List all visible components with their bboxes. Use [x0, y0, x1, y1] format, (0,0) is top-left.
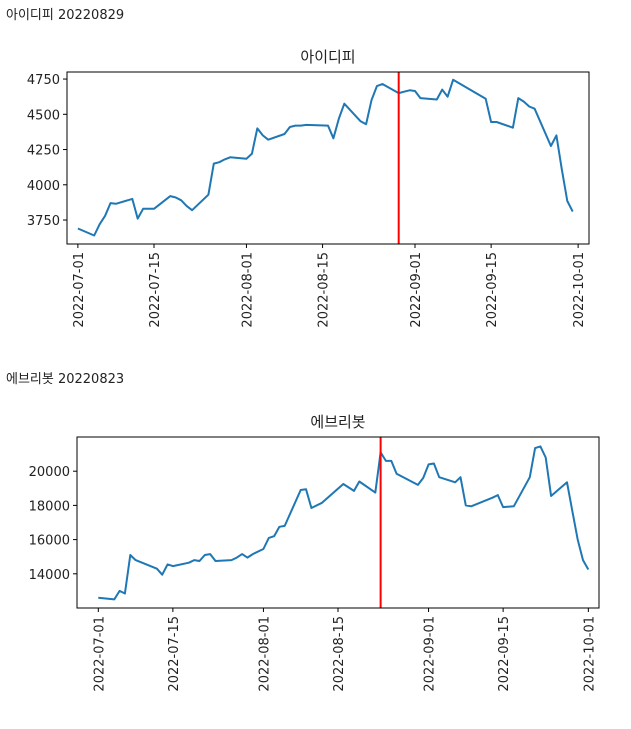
x-tick-label: 2022-08-01: [240, 252, 255, 328]
x-tick-label: 2022-09-01: [423, 616, 438, 692]
y-tick-label: 16000: [29, 534, 70, 549]
plot-frame: [66, 71, 590, 245]
chart-title: 에브리봇: [310, 413, 365, 431]
section-label-everybot: 에브리봇 20220823: [6, 372, 125, 387]
y-tick-label: 18000: [29, 499, 70, 514]
x-tick-label: 2022-10-01: [582, 616, 597, 692]
x-tick-label: 2022-07-15: [148, 252, 163, 328]
y-tick-label: 4500: [27, 108, 60, 123]
plot-frame: [76, 436, 600, 609]
y-tick-label: 4000: [27, 179, 60, 194]
x-tick-label: 2022-07-15: [167, 616, 182, 692]
x-tick-label: 2022-07-01: [72, 252, 87, 328]
x-tick-label: 2022-08-15: [317, 252, 332, 328]
y-tick-label: 4250: [27, 144, 60, 159]
series-line: [98, 445, 590, 601]
series-line: [77, 78, 574, 237]
x-tick-label: 2022-09-15: [485, 252, 500, 328]
x-tick-label: 2022-09-01: [409, 252, 424, 328]
x-tick-label: 2022-08-15: [332, 616, 347, 692]
chart-everybot: 에브리봇 14000 16000 18000 20000 2022-07-01 2022-0…: [29, 413, 600, 692]
x-tick-label: 2022-10-01: [572, 252, 587, 328]
y-tick-label: 4750: [27, 73, 60, 88]
x-tick-label: 2022-08-01: [257, 616, 272, 692]
chart-title: 아이디피: [300, 48, 355, 66]
x-tick-label: 2022-09-15: [497, 616, 512, 692]
y-tick-label: 20000: [29, 465, 70, 480]
section-label-idp: 아이디피 20220829: [6, 8, 125, 23]
y-tick-label: 3750: [27, 214, 60, 229]
y-tick-label: 14000: [29, 568, 70, 583]
chart-idp: 아이디피 3750 4000 4250 4500 4750 2022-07-01 2022-0…: [27, 48, 590, 328]
x-tick-label: 2022-07-01: [92, 616, 107, 692]
